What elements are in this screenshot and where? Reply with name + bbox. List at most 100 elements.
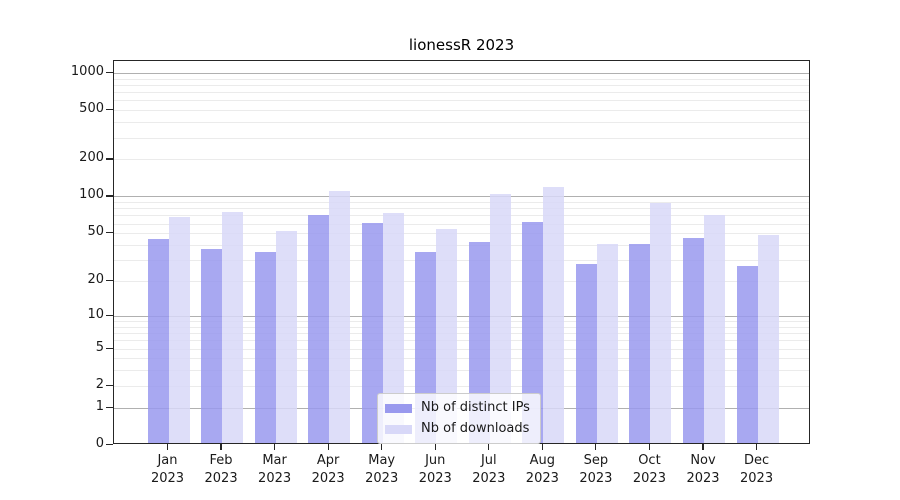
- y-tick: [106, 384, 113, 387]
- minor-gridline: [114, 208, 809, 210]
- downloads-swatch: [385, 424, 412, 434]
- bar-downloads-feb: [222, 211, 244, 443]
- y-tick-label: 2: [95, 376, 104, 392]
- minor-gridline: [114, 326, 809, 328]
- bar-downloads-mar: [275, 231, 297, 443]
- x-tick-label: Aug 2023: [525, 453, 559, 486]
- y-tick: [106, 314, 113, 317]
- minor-gridline: [114, 245, 809, 246]
- x-tick: [327, 444, 329, 450]
- plot-area: Nb of distinct IPs Nb of downloads: [113, 60, 810, 444]
- bar-downloads-sep: [596, 244, 618, 443]
- minor-gridline: [114, 100, 809, 102]
- legend-item-distinct-ips: Nb of distinct IPs: [385, 400, 530, 416]
- minor-gridline: [114, 202, 809, 204]
- y-tick: [106, 109, 113, 111]
- bars-layer: [114, 61, 809, 443]
- x-tick: [434, 444, 436, 450]
- legend: Nb of distinct IPs Nb of downloads: [377, 393, 541, 444]
- x-tick: [220, 444, 222, 450]
- bar-distinct-ips-mar: [254, 251, 276, 443]
- x-tick: [702, 444, 704, 450]
- minor-gridline: [114, 340, 809, 342]
- bar-distinct-ips-feb: [201, 248, 223, 443]
- bar-distinct-ips-apr: [308, 214, 330, 443]
- minor-gridline: [114, 260, 809, 262]
- distinct-ips-swatch: [385, 403, 412, 413]
- y-tick: [106, 71, 113, 74]
- y-tick-label: 1000: [70, 63, 104, 79]
- x-tick: [274, 444, 276, 450]
- x-tick-label: Feb 2023: [204, 453, 238, 486]
- bar-downloads-apr: [329, 191, 351, 443]
- bar-distinct-ips-oct: [629, 244, 651, 443]
- minor-gridline: [114, 321, 809, 322]
- legend-label-downloads: Nb of downloads: [421, 421, 530, 436]
- major-gridline: [114, 196, 809, 198]
- chart-title: lionessR 2023: [408, 36, 515, 54]
- gridlines-layer: [114, 61, 809, 443]
- bar-downloads-dec: [757, 234, 779, 443]
- y-tick: [106, 280, 113, 282]
- y-tick-label: 1: [95, 398, 104, 414]
- x-tick: [541, 444, 543, 450]
- x-tick-label: Jan 2023: [150, 453, 185, 486]
- bar-downloads-may: [382, 212, 404, 443]
- minor-gridline: [114, 358, 809, 360]
- minor-gridline: [114, 122, 809, 124]
- minor-gridline: [114, 348, 809, 350]
- bar-downloads-jan: [168, 216, 190, 443]
- x-tick: [488, 444, 490, 450]
- minor-gridline: [114, 137, 809, 139]
- x-tick: [648, 444, 651, 450]
- minor-gridline: [114, 92, 809, 94]
- minor-gridline: [114, 159, 809, 161]
- x-tick-label: Oct 2023: [632, 453, 666, 486]
- x-tick-label: May 2023: [365, 453, 399, 486]
- bar-distinct-ips-sep: [575, 263, 597, 443]
- x-tick: [381, 444, 383, 450]
- minor-gridline: [114, 333, 809, 335]
- y-tick: [106, 406, 113, 408]
- x-tick-label: Mar 2023: [258, 453, 292, 486]
- x-tick-label: Dec 2023: [740, 453, 774, 486]
- y-tick: [106, 444, 113, 446]
- minor-gridline: [114, 110, 809, 112]
- x-tick: [166, 444, 169, 450]
- y-tick: [106, 158, 113, 160]
- bar-distinct-ips-jan: [147, 239, 169, 443]
- y-tick-label: 500: [79, 101, 104, 117]
- x-tick: [595, 444, 597, 450]
- legend-item-downloads: Nb of downloads: [385, 421, 530, 437]
- minor-gridline: [114, 84, 809, 86]
- minor-gridline: [114, 223, 809, 225]
- x-tick-label: Apr 2023: [311, 453, 345, 486]
- x-tick-label: Nov 2023: [686, 453, 720, 486]
- bar-downloads-jul: [489, 193, 511, 443]
- bar-downloads-jun: [436, 229, 458, 443]
- y-tick-label: 100: [79, 187, 104, 203]
- major-gridline: [114, 72, 809, 74]
- x-tick-label: Sep 2023: [579, 453, 613, 486]
- bar-downloads-oct: [650, 203, 672, 443]
- minor-gridline: [114, 233, 809, 235]
- y-tick-label: 20: [87, 272, 104, 288]
- bar-distinct-ips-jul: [468, 241, 490, 443]
- minor-gridline: [114, 385, 809, 387]
- bar-downloads-aug: [543, 186, 565, 443]
- y-tick: [106, 347, 113, 349]
- x-tick-label: Jul 2023: [472, 453, 506, 486]
- y-tick-label: 50: [87, 224, 104, 240]
- minor-gridline: [114, 370, 809, 372]
- y-tick-label: 10: [87, 306, 104, 322]
- bar-distinct-ips-dec: [736, 265, 758, 443]
- y-tick-label: 200: [79, 150, 104, 166]
- legend-label-distinct-ips: Nb of distinct IPs: [421, 400, 530, 415]
- x-tick-label: Jun 2023: [418, 453, 452, 486]
- y-tick-label: 0: [95, 436, 104, 451]
- x-tick: [755, 444, 758, 450]
- y-tick: [106, 195, 113, 197]
- minor-gridline: [114, 78, 809, 80]
- bar-distinct-ips-aug: [522, 221, 544, 443]
